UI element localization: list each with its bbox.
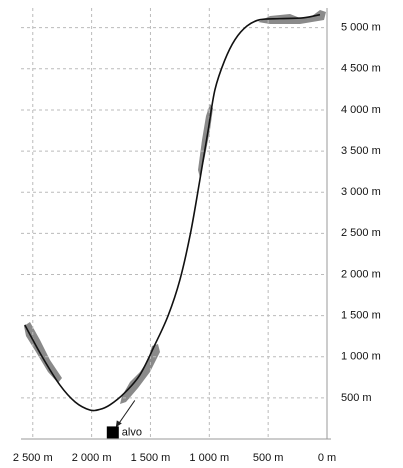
y-tick-label: 2 000 m: [341, 268, 381, 280]
target: [107, 426, 119, 438]
x-tick-label: 2 000 m: [72, 452, 112, 464]
x-tick-label: 1 000 m: [189, 452, 229, 464]
chart: 2 500 m 2 000 m 1 500 m 1 000 m 500 m 0 m 500 …: [0, 0, 403, 468]
y-tick-label: 4 000 m: [341, 104, 381, 116]
x-tick-label: 2 500 m: [13, 452, 53, 464]
trajectory: [25, 15, 320, 411]
y-tick-label: 4 500 m: [341, 63, 381, 75]
y-tick-label: 3 500 m: [341, 145, 381, 157]
y-tick-label: 1 000 m: [341, 351, 381, 363]
x-tick-label: 500 m: [253, 452, 284, 464]
target-label: alvo: [122, 426, 142, 438]
blob: [24, 322, 62, 383]
y-tick-label: 5 000 m: [341, 22, 381, 34]
y-tick-label: 500 m: [341, 392, 372, 404]
x-tick-label: 0 m: [318, 452, 336, 464]
y-tick-label: 2 500 m: [341, 227, 381, 239]
y-tick-label: 3 000 m: [341, 186, 381, 198]
y-tick-label: 1 500 m: [341, 310, 381, 322]
x-tick-label: 1 500 m: [131, 452, 171, 464]
